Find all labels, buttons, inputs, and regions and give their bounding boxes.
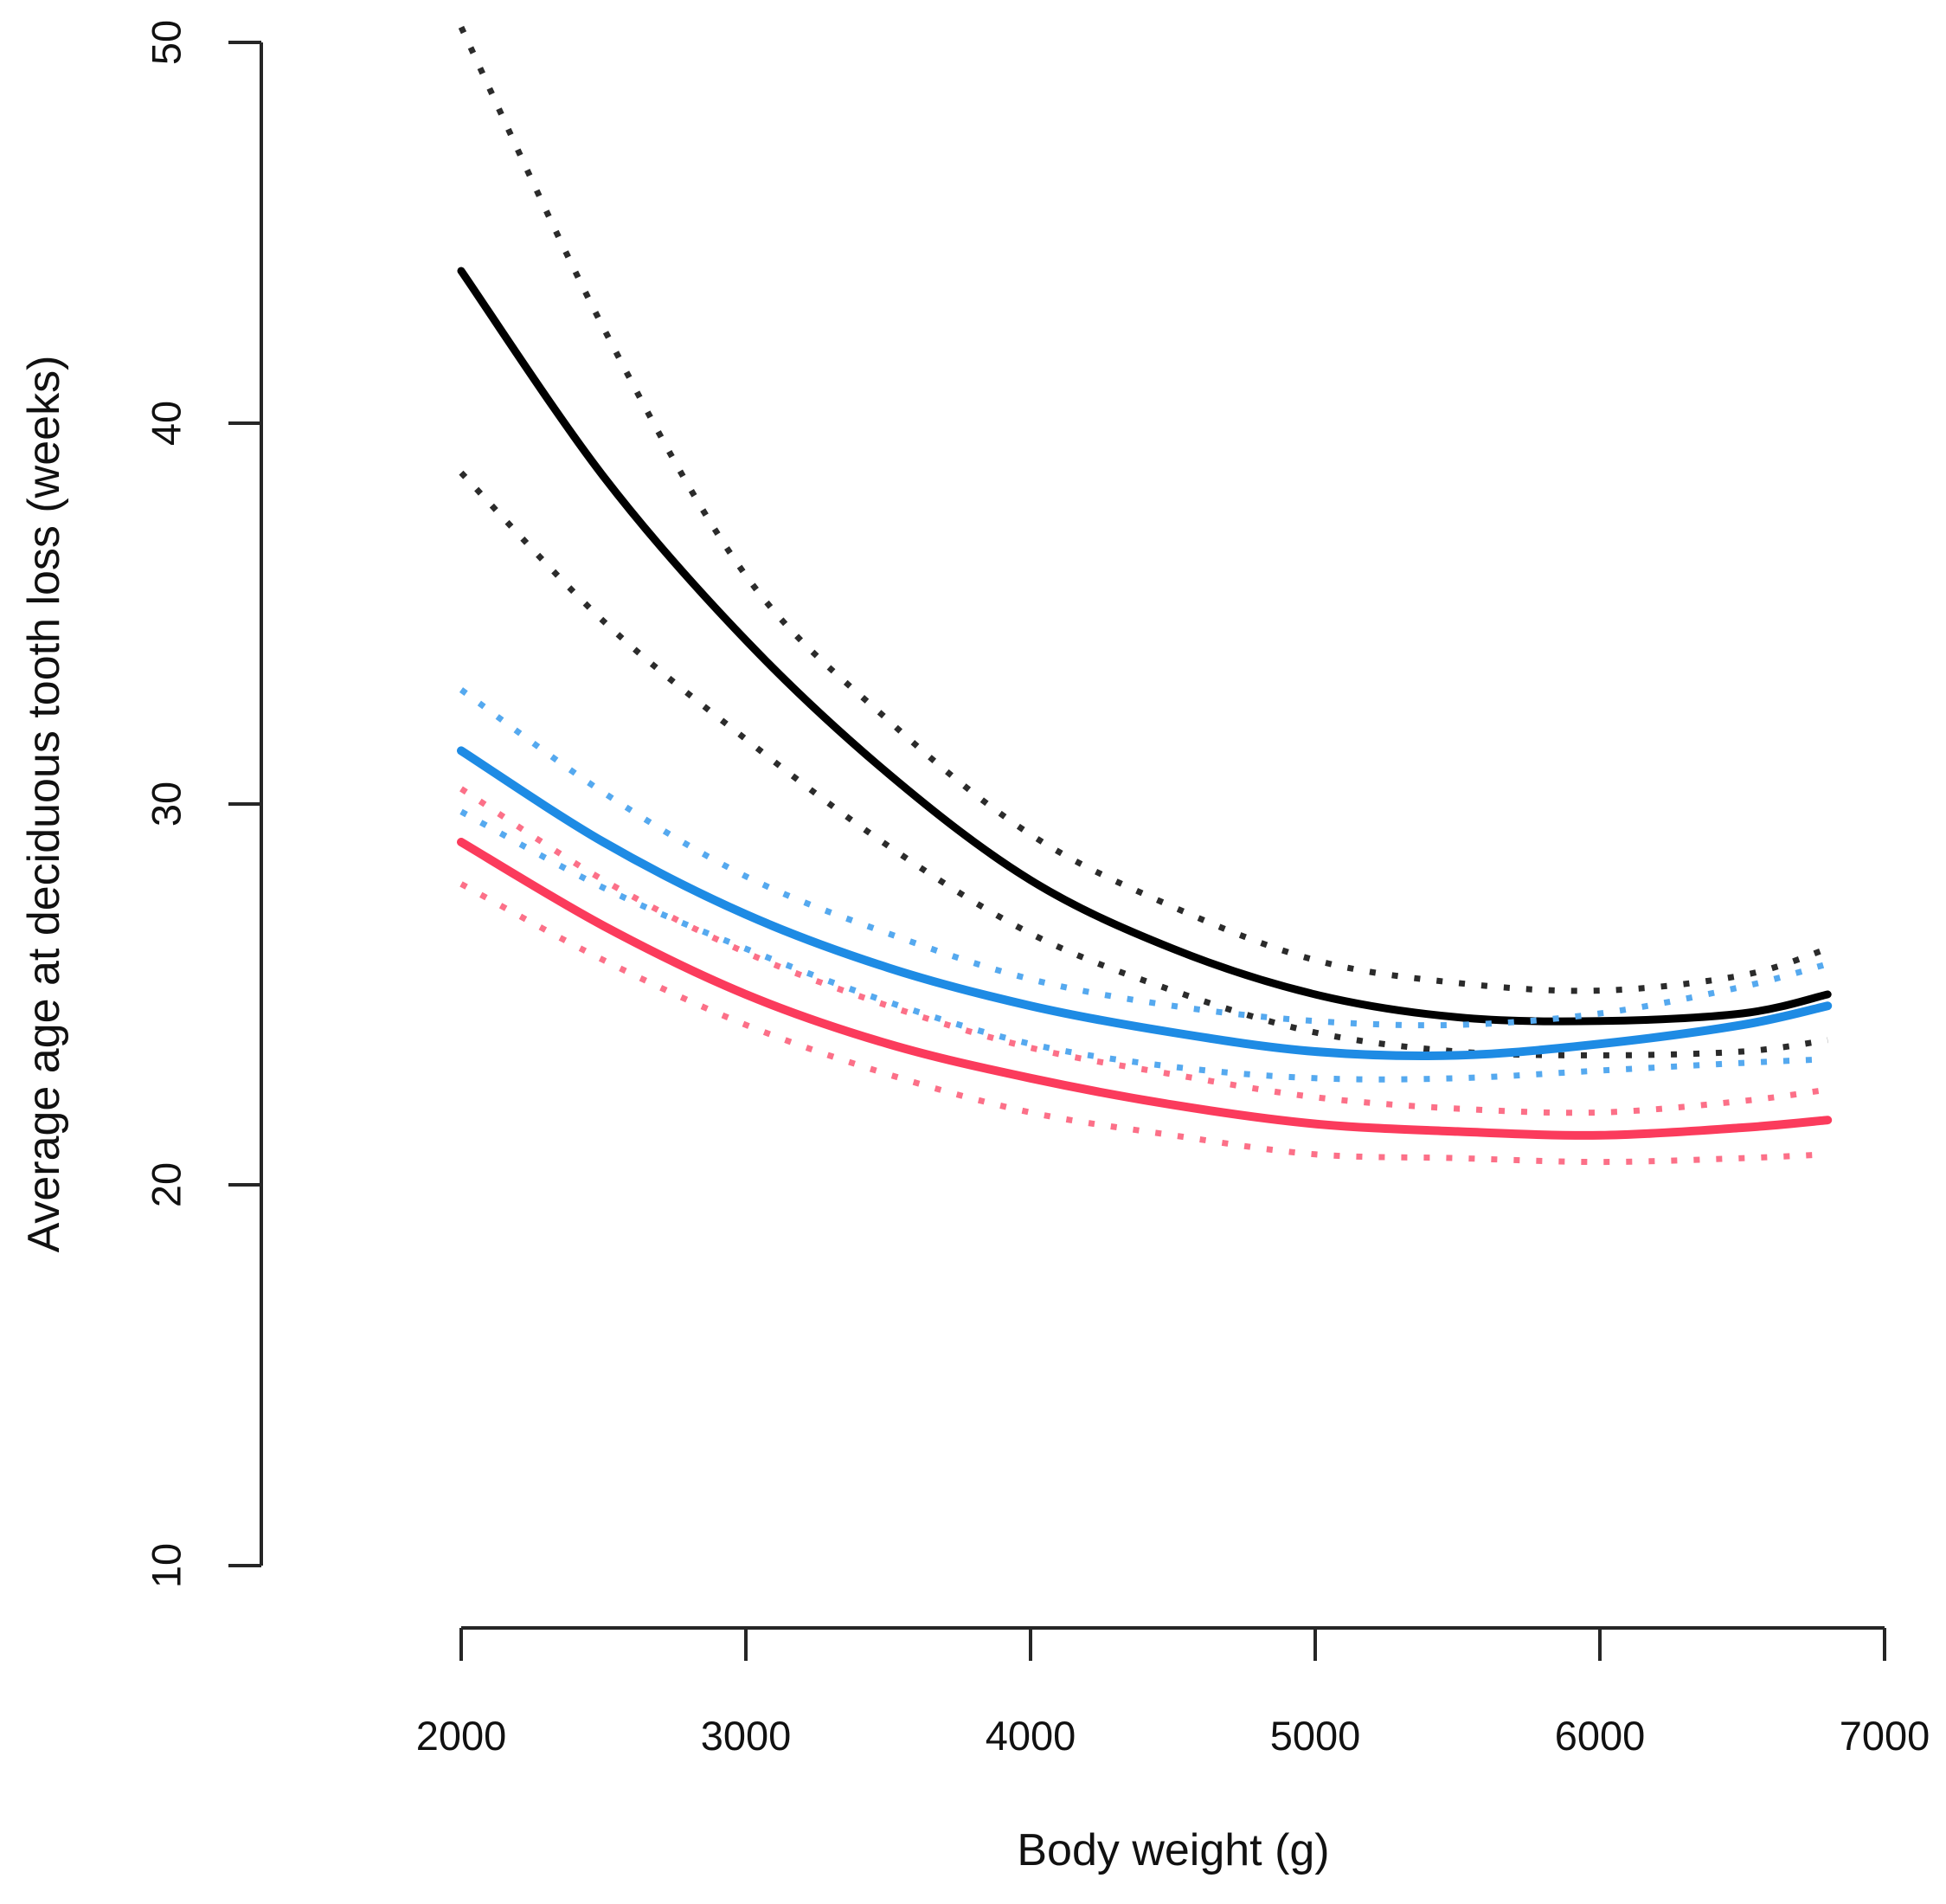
x-tick-label-3000: 3000 bbox=[701, 1713, 792, 1759]
series-blue-mean-line bbox=[457, 746, 1833, 1060]
y-tick-label-20: 20 bbox=[144, 1162, 189, 1207]
x-axis-title: Body weight (g) bbox=[1017, 1825, 1329, 1875]
y-tick-label-30: 30 bbox=[144, 782, 189, 827]
x-tick-label-2000: 2000 bbox=[416, 1713, 507, 1759]
series-black-mean-line bbox=[457, 267, 1832, 1026]
y-tick-label-50: 50 bbox=[144, 20, 189, 65]
x-tick-labels: 2000 3000 4000 5000 6000 7000 bbox=[416, 1713, 1930, 1759]
y-axis: 10 20 30 40 50 Average age at deciduous toot… bbox=[19, 20, 263, 1588]
x-tick-label-7000: 7000 bbox=[1840, 1713, 1930, 1759]
series-black-lower-ci-line bbox=[459, 470, 1828, 1058]
y-tick-label-10: 10 bbox=[144, 1543, 189, 1588]
y-axis-title: Average age at deciduous tooth loss (wee… bbox=[19, 356, 69, 1253]
x-tick-label-4000: 4000 bbox=[986, 1713, 1076, 1759]
y-tick-labels: 10 20 30 40 50 bbox=[144, 20, 189, 1588]
series-red-mean-line bbox=[457, 838, 1833, 1140]
x-tick-label-5000: 5000 bbox=[1270, 1713, 1361, 1759]
curves bbox=[457, 25, 1833, 1166]
y-ticks bbox=[228, 41, 261, 1567]
x-axis: 2000 3000 4000 5000 6000 7000 Body weight (g) bbox=[416, 1626, 1930, 1875]
x-ticks bbox=[459, 1628, 1886, 1661]
series-black-upper-ci-line bbox=[458, 25, 1829, 994]
series-red-lower-ci-line bbox=[459, 881, 1828, 1166]
series-blue-upper-ci-line bbox=[459, 687, 1829, 1029]
series-blue-lower-ci-line bbox=[459, 808, 1828, 1083]
x-tick-label-6000: 6000 bbox=[1555, 1713, 1646, 1759]
series-red-upper-ci-line bbox=[459, 786, 1828, 1116]
y-tick-label-40: 40 bbox=[144, 401, 189, 446]
